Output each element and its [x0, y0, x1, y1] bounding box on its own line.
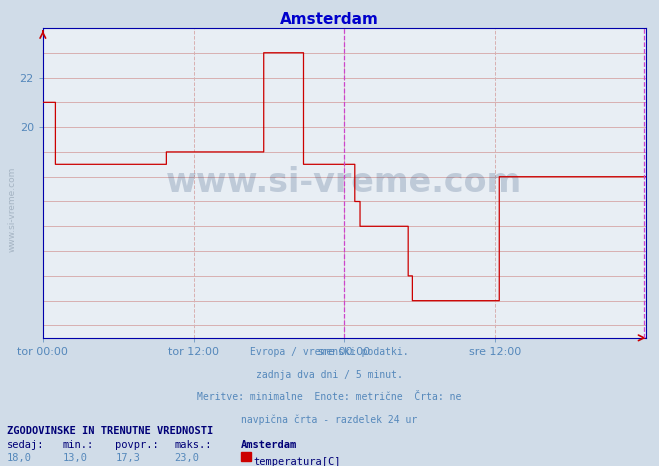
Text: Meritve: minimalne  Enote: metrične  Črta: ne: Meritve: minimalne Enote: metrične Črta:… [197, 392, 462, 402]
Text: 17,3: 17,3 [115, 453, 140, 463]
Text: www.si-vreme.com: www.si-vreme.com [8, 167, 17, 253]
Text: www.si-vreme.com: www.si-vreme.com [166, 166, 523, 199]
Text: ZGODOVINSKE IN TRENUTNE VREDNOSTI: ZGODOVINSKE IN TRENUTNE VREDNOSTI [7, 426, 213, 436]
Text: zadnja dva dni / 5 minut.: zadnja dva dni / 5 minut. [256, 370, 403, 379]
Text: temperatura[C]: temperatura[C] [254, 457, 341, 466]
Text: 18,0: 18,0 [7, 453, 32, 463]
Text: maks.:: maks.: [175, 440, 212, 450]
Text: Amsterdam: Amsterdam [280, 12, 379, 27]
Text: sedaj:: sedaj: [7, 440, 44, 450]
Text: navpična črta - razdelek 24 ur: navpična črta - razdelek 24 ur [241, 414, 418, 425]
Text: 13,0: 13,0 [63, 453, 88, 463]
Text: povpr.:: povpr.: [115, 440, 159, 450]
Text: min.:: min.: [63, 440, 94, 450]
Text: Evropa / vremenski podatki.: Evropa / vremenski podatki. [250, 347, 409, 357]
Text: Amsterdam: Amsterdam [241, 440, 297, 450]
Text: 23,0: 23,0 [175, 453, 200, 463]
